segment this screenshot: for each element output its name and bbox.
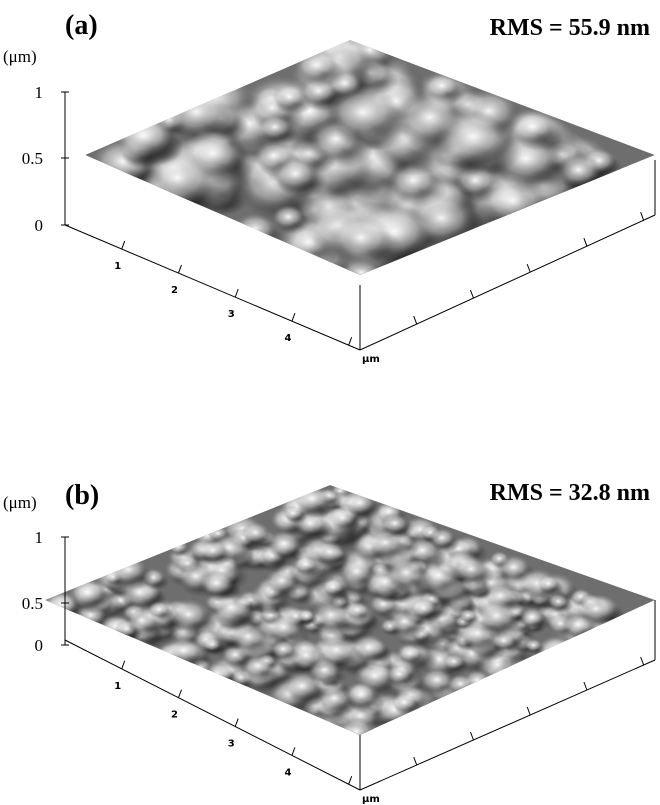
y-tick <box>584 682 587 690</box>
z-tick-label: 0.5 <box>22 149 43 168</box>
surface-grain <box>198 539 227 561</box>
surface-grain <box>411 598 437 617</box>
z-tick-label: 1 <box>35 83 44 102</box>
surface-grain <box>437 110 508 163</box>
x-tick <box>122 661 125 669</box>
z-tick-label: 1 <box>35 528 44 547</box>
surface-grain <box>429 528 455 548</box>
surface <box>43 483 655 752</box>
surface-grain <box>283 505 303 520</box>
surface-grain <box>476 600 518 631</box>
surface-grain <box>330 214 392 261</box>
surface-grain <box>386 557 427 587</box>
x-tick <box>122 241 125 249</box>
x-tick-label: 1 <box>114 681 121 692</box>
z-tick-label: 0 <box>35 636 44 655</box>
figure: 1 0.5 0 (μm) 1 2 3 4 μm (a) RMS = 55.9 nm 1 0.5 0 (μm)… <box>0 0 660 805</box>
surface-grain <box>366 528 403 556</box>
x-tick-label: 1 <box>114 261 121 272</box>
x-tick-label: 2 <box>171 285 178 296</box>
surface-grain <box>272 205 304 229</box>
x-tick-label: 3 <box>228 739 235 750</box>
surface-grain <box>273 157 318 191</box>
y-tick <box>584 238 587 246</box>
surface-grain <box>295 49 337 81</box>
y-tick <box>414 316 417 324</box>
rms-value: RMS = 55.9 nm <box>490 15 650 41</box>
surface-grain <box>168 539 188 554</box>
surface-grain <box>443 653 465 670</box>
surface-grain <box>68 578 107 607</box>
x-tick <box>235 289 238 297</box>
afm-panel: 1 0.5 0 (μm) 1 2 3 4 μm (b) RMS = 32.8 nm <box>3 480 655 805</box>
surface-grain <box>345 601 369 619</box>
surface-grain <box>386 664 412 683</box>
x-tick-label: 3 <box>228 309 235 320</box>
x-tick <box>292 313 295 321</box>
x-tick <box>178 690 181 698</box>
surface-grain <box>337 717 375 746</box>
x-tick-label: 4 <box>284 767 291 778</box>
surface-grain <box>271 640 296 658</box>
surface-grain <box>272 84 306 109</box>
surface-grain <box>203 662 232 684</box>
surface-grain <box>492 666 515 683</box>
z-unit: (μm) <box>3 493 37 512</box>
surface-grain <box>168 599 209 630</box>
x-tick-label: 2 <box>171 710 178 721</box>
y-tick <box>470 732 473 740</box>
surface-grain <box>574 636 609 658</box>
surface-grain <box>391 692 417 711</box>
surface-grain <box>164 88 228 136</box>
surface-grain <box>265 568 298 593</box>
y-tick <box>470 290 473 298</box>
surface-grain <box>317 685 351 710</box>
surface-grain <box>199 570 234 596</box>
surface-grain <box>258 114 292 139</box>
x-tick <box>178 265 181 273</box>
surface-grain <box>164 636 202 664</box>
x-tick <box>235 719 238 727</box>
surface-grain <box>110 556 147 584</box>
afm-panel: 1 0.5 0 (μm) 1 2 3 4 μm (a) RMS = 55.9 nm <box>3 10 655 365</box>
surface-grain <box>537 575 559 592</box>
y-tick <box>414 757 417 765</box>
rms-value: RMS = 32.8 nm <box>490 480 650 506</box>
z-unit: (μm) <box>3 47 37 66</box>
surface-grain <box>298 610 315 623</box>
x-tick <box>349 776 352 784</box>
surface-grain <box>576 594 615 623</box>
surface-grain <box>114 113 172 157</box>
y-tick <box>527 264 530 272</box>
surface-grain <box>447 674 473 693</box>
x-tick <box>349 337 352 345</box>
surface-grain <box>327 85 399 139</box>
surface-grain <box>537 634 579 665</box>
surface-grain <box>510 110 555 143</box>
x-unit: μm <box>362 354 380 365</box>
panel-label: (a) <box>65 10 98 41</box>
x-tick-label: 4 <box>284 333 291 344</box>
panel-label: (b) <box>65 480 99 511</box>
surface-grain <box>314 540 344 563</box>
x-tick <box>292 747 295 755</box>
z-tick-label: 0.5 <box>22 594 43 613</box>
surface-grain <box>454 556 489 582</box>
y-tick <box>527 707 530 715</box>
z-tick-label: 0 <box>35 216 44 235</box>
y-tick <box>641 657 644 665</box>
surface-grain <box>494 671 519 687</box>
surface-grain <box>420 667 453 692</box>
surface-grain <box>243 654 273 676</box>
surface-grain <box>230 623 266 650</box>
x-unit: μm <box>362 794 380 805</box>
surface-grain <box>308 658 340 682</box>
surface-grain <box>266 530 301 556</box>
surface-grain <box>125 608 158 632</box>
y-tick <box>641 212 644 220</box>
